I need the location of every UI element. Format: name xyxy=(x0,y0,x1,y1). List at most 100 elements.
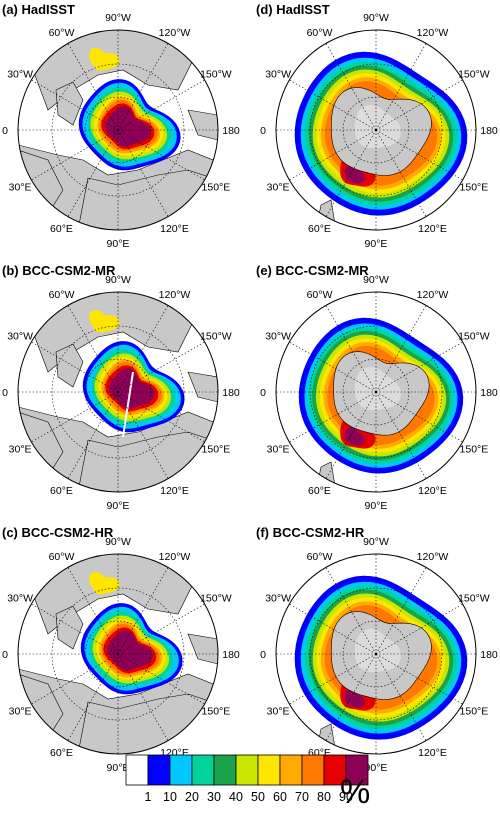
lon-label: 150°E xyxy=(460,444,489,456)
lon-label: 0 xyxy=(2,387,8,399)
map-border xyxy=(275,29,477,231)
panel-title-b: (b) BCC-CSM2-MR xyxy=(2,263,116,278)
lon-label: 60°E xyxy=(50,485,73,497)
lon-label: 90°W xyxy=(363,12,389,24)
graticule xyxy=(18,554,218,754)
lon-label: 180 xyxy=(222,387,240,399)
lon-label: 90°E xyxy=(365,762,388,774)
map-border xyxy=(17,291,219,493)
lon-label: 60°E xyxy=(50,223,73,235)
lon-label: 120°E xyxy=(160,223,189,235)
map-border xyxy=(275,291,477,493)
lon-label: 30°E xyxy=(267,444,290,456)
lon-label: 120°W xyxy=(417,551,449,563)
lon-label: 30°W xyxy=(7,331,33,343)
lon-label: 30°W xyxy=(265,593,291,605)
lon-label: 180 xyxy=(480,387,498,399)
ice-weddell-core xyxy=(344,688,366,708)
lon-label: 60°E xyxy=(308,747,331,759)
land-alaska xyxy=(187,109,218,141)
lon-label: 30°W xyxy=(265,331,291,343)
lon-label: 90°W xyxy=(105,536,131,548)
lon-label: 150°E xyxy=(460,706,489,718)
panel-title-f: (f) BCC-CSM2-HR xyxy=(256,525,365,540)
lon-label: 150°W xyxy=(200,331,232,343)
lon-label: 30°E xyxy=(9,706,32,718)
lon-label: 120°W xyxy=(159,289,191,301)
lon-label: 30°W xyxy=(7,69,33,81)
lon-label: 60°W xyxy=(49,289,75,301)
graticule xyxy=(276,292,476,492)
panel-title-a: (a) HadISST xyxy=(2,2,75,17)
graticule xyxy=(18,292,218,492)
lon-label: 30°E xyxy=(9,444,32,456)
land-greenland xyxy=(55,605,84,650)
map-a: 90°W 120°W 150°W 180 150°E 120°E 90°E 60°E 30°E 0… xyxy=(2,12,240,250)
lon-label: 60°E xyxy=(50,747,73,759)
lon-label: 90°E xyxy=(107,762,130,774)
lon-label: 60°W xyxy=(307,289,333,301)
ice-band-8 xyxy=(109,368,155,409)
map-b: 90°W 120°W 150°W 180 150°E 120°E 90°E 60°E 30°E 0… xyxy=(2,274,240,512)
lon-label: 90°W xyxy=(105,12,131,24)
lon-label: 60°W xyxy=(49,27,75,39)
lon-label: 30°E xyxy=(267,706,290,718)
lon-label: 120°W xyxy=(417,289,449,301)
graticule xyxy=(276,30,476,230)
ice-weddell-core xyxy=(344,164,366,184)
lon-label: 30°E xyxy=(9,182,32,194)
lon-label: 60°W xyxy=(307,27,333,39)
lon-label: 90°W xyxy=(363,274,389,286)
lon-label: 0 xyxy=(260,125,266,137)
lon-label: 150°W xyxy=(458,69,490,81)
graticule xyxy=(18,30,218,230)
ice-hudson-bay xyxy=(89,309,120,333)
lon-label: 150°W xyxy=(458,331,490,343)
lon-label: 180 xyxy=(480,125,498,137)
lon-label: 60°E xyxy=(308,223,331,235)
lon-label: 180 xyxy=(480,649,498,661)
lon-label: 120°E xyxy=(418,747,447,759)
lon-label: 150°E xyxy=(202,182,231,194)
lon-label: 0 xyxy=(260,649,266,661)
ice-band-8 xyxy=(107,630,153,671)
colorbar-unit: % xyxy=(340,773,371,811)
lon-label: 90°W xyxy=(363,536,389,548)
panel-title-e: (e) BCC-CSM2-MR xyxy=(256,263,369,278)
map-c: 90°W 120°W 150°W 180 150°E 120°E 90°E 60°E 30°E 0… xyxy=(2,536,240,774)
lon-label: 30°E xyxy=(267,182,290,194)
lon-label: 150°E xyxy=(202,444,231,456)
lon-label: 120°E xyxy=(418,223,447,235)
lon-label: 90°W xyxy=(105,274,131,286)
lon-label: 180 xyxy=(222,649,240,661)
lon-label: 30°W xyxy=(265,69,291,81)
map-border xyxy=(17,29,219,231)
lon-label: 150°W xyxy=(200,69,232,81)
lon-label: 120°W xyxy=(159,551,191,563)
panel-title-d: (d) HadISST xyxy=(256,2,330,17)
land-alaska xyxy=(187,633,218,665)
lon-label: 120°E xyxy=(160,747,189,759)
lon-label: 150°W xyxy=(200,593,232,605)
land-alaska xyxy=(187,371,218,403)
lon-label: 30°W xyxy=(7,593,33,605)
lon-label: 180 xyxy=(222,125,240,137)
map-border xyxy=(17,553,219,755)
lon-label: 90°E xyxy=(107,500,130,512)
land-greenland xyxy=(55,81,84,126)
ice-hudson-bay xyxy=(89,47,120,71)
pole-artifact xyxy=(122,371,134,438)
ice-weddell-core xyxy=(344,426,366,446)
graticule xyxy=(276,554,476,754)
lon-label: 60°E xyxy=(308,485,331,497)
lon-label: 120°W xyxy=(417,27,449,39)
ice-band-8 xyxy=(105,106,151,147)
panel-title-c: (c) BCC-CSM2-HR xyxy=(2,525,114,540)
map-border xyxy=(275,553,477,755)
lon-label: 0 xyxy=(260,387,266,399)
map-d: 90°W 120°W 150°W 180 150°E 120°E 90°E 60°E 30°E 0… xyxy=(260,12,498,250)
lon-label: 90°E xyxy=(365,238,388,250)
lon-label: 150°W xyxy=(458,593,490,605)
lon-label: 150°E xyxy=(202,706,231,718)
